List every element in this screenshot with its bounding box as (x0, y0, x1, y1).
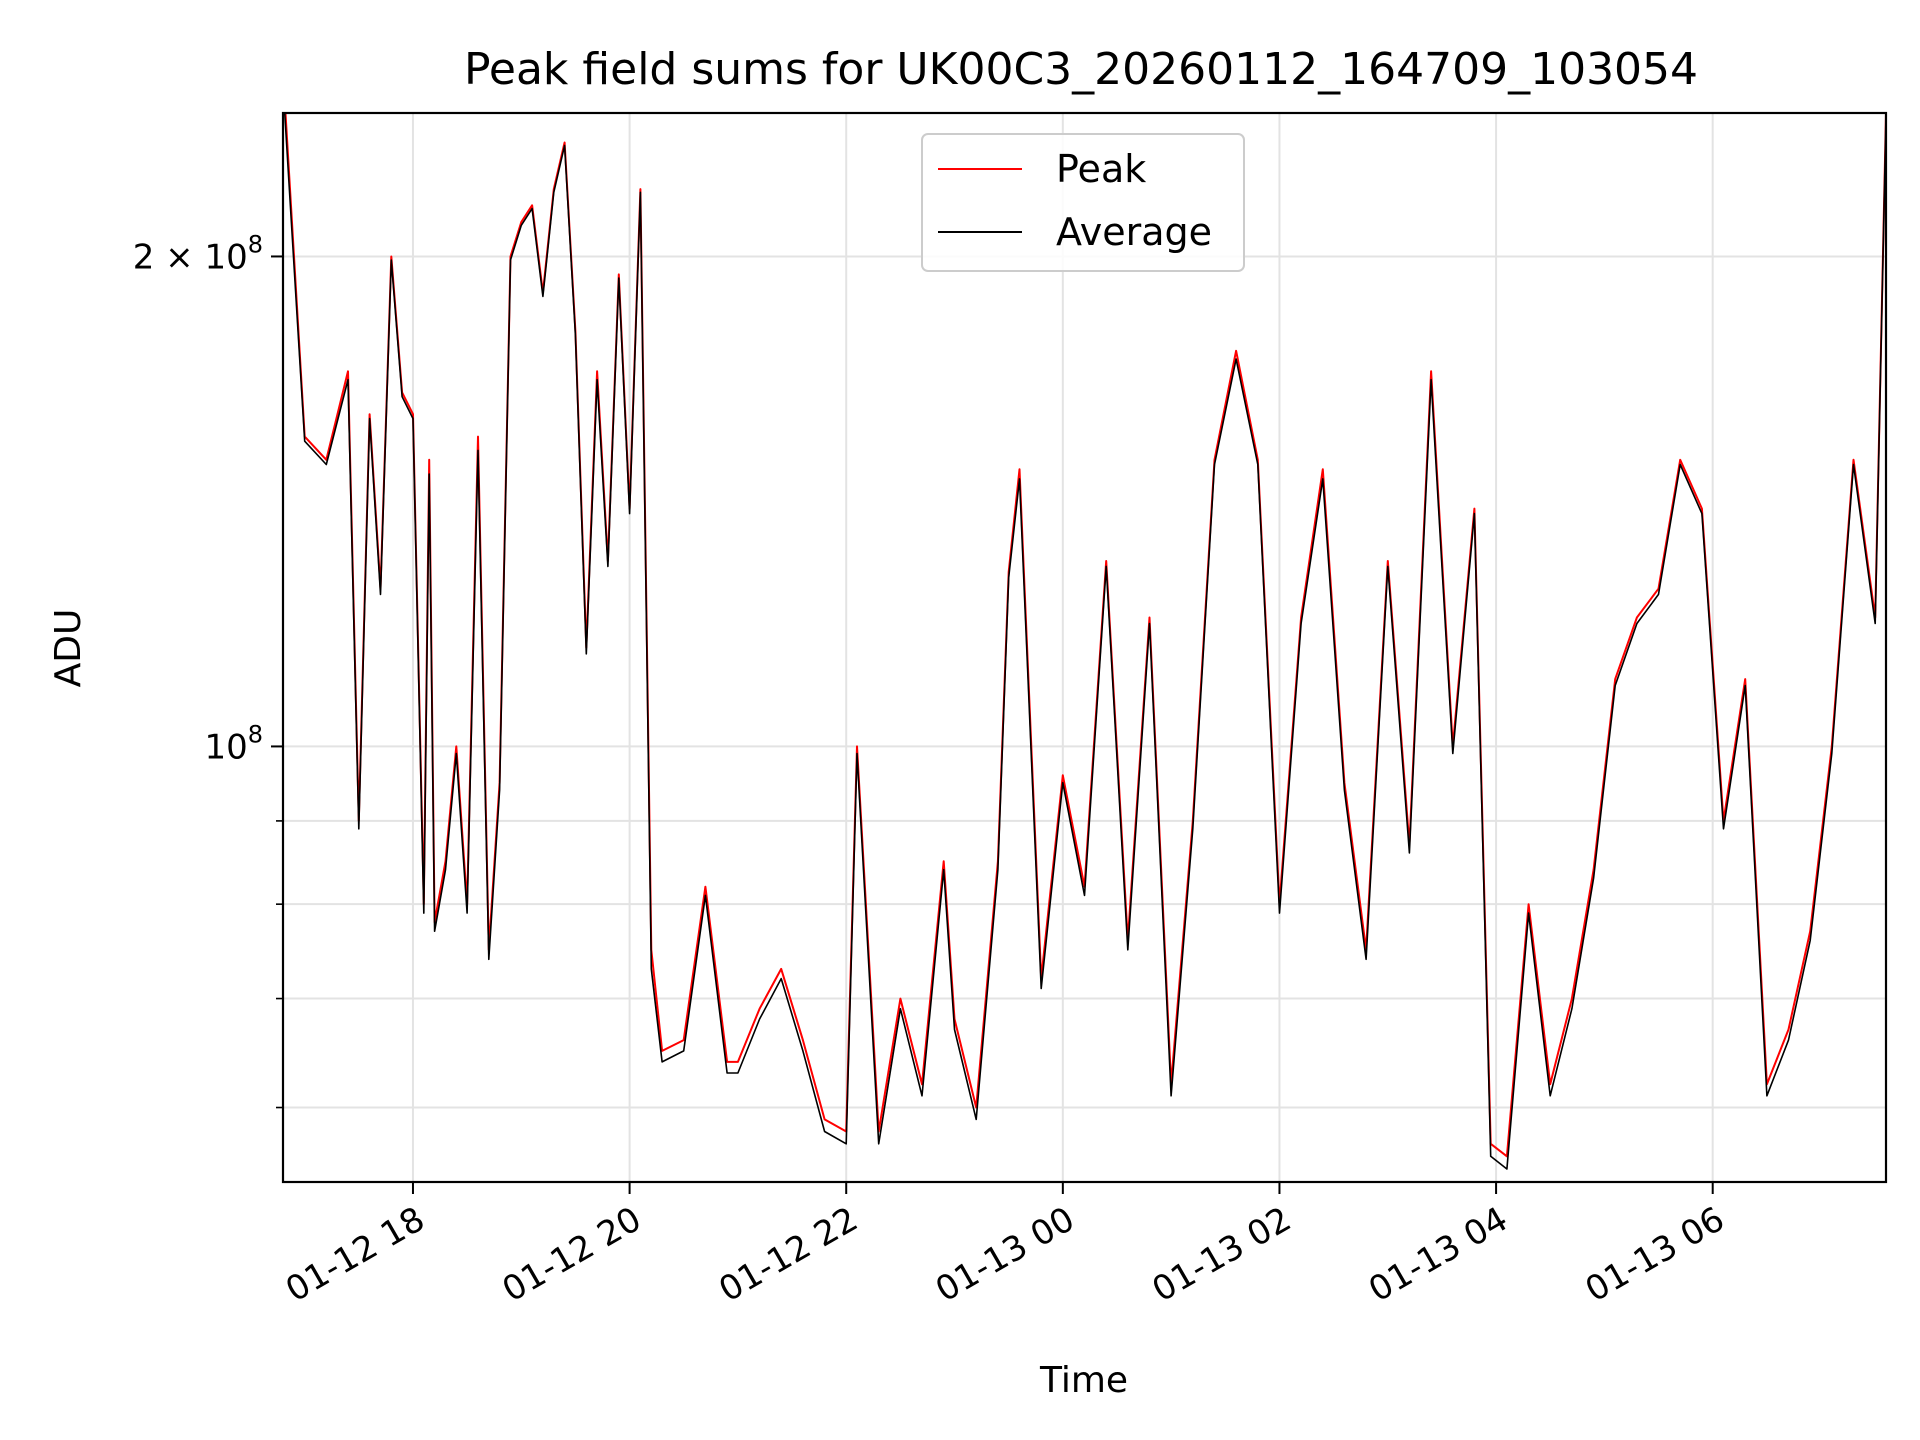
plot-frame (281, 111, 1888, 1184)
legend: Peak Average (921, 133, 1245, 272)
y-tick-exponent: 8 (248, 720, 263, 748)
chart-title: Peak field sums for UK00C3_20260112_1647… (464, 44, 1698, 95)
y-tick-mantissa: 10 (204, 727, 247, 767)
grid-layer (283, 113, 1886, 1182)
average-series-line (283, 113, 1886, 1170)
y-tick-mantissa: 2 × 10 (133, 237, 248, 277)
x-axis-label: Time (1039, 1360, 1128, 1401)
legend-average-label: Average (1056, 210, 1212, 254)
y-tick-exponent: 8 (248, 230, 263, 258)
y-tick-label: 108 (204, 720, 263, 767)
legend-peak-label: Peak (1056, 147, 1146, 191)
y-tick-label: 2 × 108 (133, 230, 263, 277)
series-layer (283, 113, 1886, 1170)
y-axis-label: ADU (48, 609, 89, 688)
